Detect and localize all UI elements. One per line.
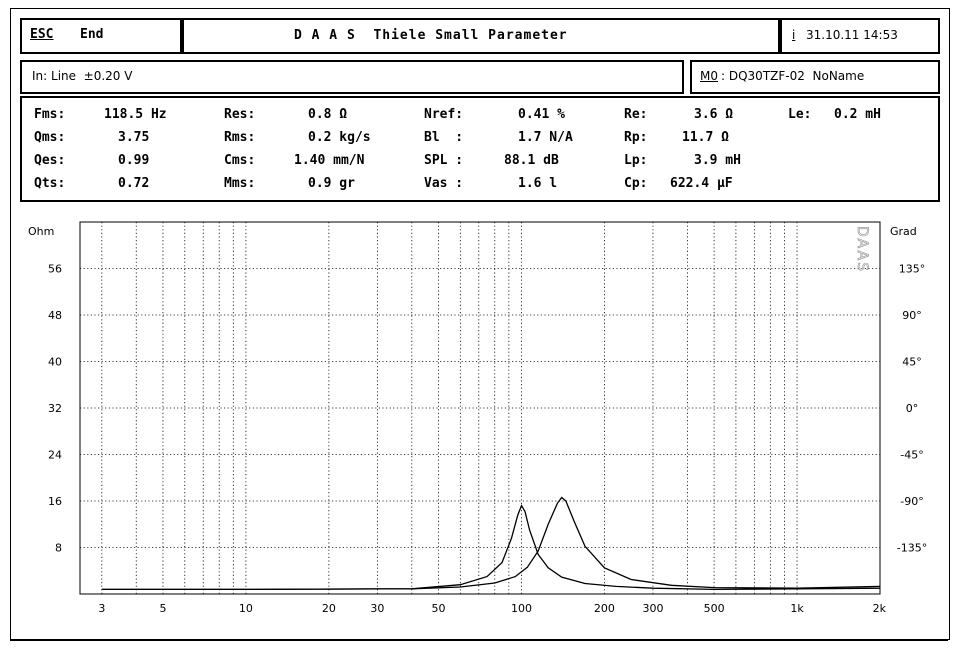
- model-name-text: : DQ30TZF-02 NoName: [721, 69, 865, 83]
- left-tick-label: 24: [48, 449, 62, 462]
- param-value: 11.7 Ω: [682, 130, 729, 145]
- param-value: 0.2 mH: [834, 107, 881, 122]
- right-tick-label: 0°: [906, 402, 919, 415]
- end-label: End: [80, 27, 104, 42]
- param-label: Fms:: [34, 107, 66, 122]
- x-tick-label: 10: [239, 602, 253, 615]
- param-label: Cp:: [624, 176, 648, 191]
- param-value: 3.6 Ω: [694, 107, 734, 122]
- input-bar: In: Line ±0.20 V: [20, 60, 684, 94]
- param-value: 0.41 %: [518, 107, 565, 122]
- x-tick-label: 200: [594, 602, 615, 615]
- param-label: SPL :: [424, 153, 464, 168]
- x-tick-label: 500: [704, 602, 725, 615]
- esc-end-button[interactable]: ESC End: [20, 18, 182, 54]
- right-tick-labels: 135° 90° 45° 0° -45° -90° -135°: [897, 263, 927, 555]
- model-bar[interactable]: M0 : DQ30TZF-02 NoName: [690, 60, 940, 94]
- param-label: Re:: [624, 107, 648, 122]
- left-tick-label: 32: [48, 402, 62, 415]
- left-tick-label: 56: [48, 263, 62, 276]
- param-label: Qes:: [34, 153, 66, 168]
- right-tick-label: -135°: [897, 542, 927, 555]
- datetime-text: 31.10.11 14:53: [806, 28, 898, 42]
- left-tick-label: 16: [48, 495, 62, 508]
- param-value: 1.7 N/A: [518, 130, 573, 145]
- series-group: [101, 496, 881, 591]
- right-tick-label: -45°: [900, 449, 923, 462]
- input-level-text: In: Line ±0.20 V: [32, 69, 133, 83]
- right-tick-label: -90°: [900, 495, 923, 508]
- left-tick-label: 48: [48, 309, 62, 322]
- param-label: Nref:: [424, 107, 464, 122]
- param-value: 0.8 Ω: [308, 107, 348, 122]
- param-value: 0.99: [118, 153, 150, 168]
- param-label: Le:: [788, 107, 812, 122]
- x-tick-label: 3: [98, 602, 105, 615]
- param-label: Res:: [224, 107, 256, 122]
- left-tick-label: 40: [48, 356, 62, 369]
- grid-lines: [80, 222, 880, 594]
- x-tick-label: 5: [159, 602, 166, 615]
- x-tick-label: 2k: [873, 602, 887, 615]
- param-value: 0.9 gr: [308, 176, 355, 191]
- param-label: Qts:: [34, 176, 66, 191]
- model-key: M0: [700, 69, 718, 83]
- param-label: Cms:: [224, 153, 256, 168]
- right-tick-label: 135°: [899, 263, 926, 276]
- param-label: Bl :: [424, 130, 464, 145]
- series-line-1: [101, 504, 881, 591]
- page-title: D A A S Thiele Small Parameter: [294, 28, 568, 43]
- parameters-panel: Fms: 118.5 Hz Qms: 3.75 Qes: 0.99 Qts: 0…: [20, 96, 940, 202]
- param-value: 88.1 dB: [504, 153, 559, 168]
- param-value: 1.40 mm/N: [294, 153, 365, 168]
- right-tick-label: 90°: [902, 309, 922, 322]
- bottom-divider: [10, 640, 948, 641]
- x-tick-label: 20: [322, 602, 336, 615]
- series-line-2: [101, 496, 881, 591]
- param-label: Qms:: [34, 130, 66, 145]
- x-tick-label: 300: [642, 602, 663, 615]
- right-axis-title: Grad: [890, 225, 917, 238]
- param-label: Lp:: [624, 153, 648, 168]
- param-label: Mms:: [224, 176, 256, 191]
- x-tick-label: 1k: [790, 602, 804, 615]
- param-value: 118.5 Hz: [104, 107, 167, 122]
- left-axis-title: Ohm: [28, 225, 54, 238]
- info-key: i: [792, 28, 796, 42]
- param-value: 0.2 kg/s: [308, 130, 371, 145]
- param-value: 0.72: [118, 176, 150, 191]
- x-tick-labels: 3 5 10 20 30 50 100 200 300 500 1k 2k: [98, 602, 886, 615]
- x-tick-label: 30: [370, 602, 384, 615]
- param-label: Vas :: [424, 176, 464, 191]
- param-value: 622.4 µF: [670, 176, 733, 191]
- info-datetime-button[interactable]: i 31.10.11 14:53: [780, 18, 940, 54]
- param-label: Rp:: [624, 130, 648, 145]
- left-tick-label: 8: [55, 542, 62, 555]
- watermark: DAAS: [854, 226, 870, 273]
- esc-label: ESC: [30, 27, 54, 42]
- right-tick-label: 45°: [902, 356, 922, 369]
- param-value: 3.9 mH: [694, 153, 741, 168]
- param-value: 1.6 l: [518, 176, 558, 191]
- x-tick-label: 100: [511, 602, 532, 615]
- x-tick-label: 50: [432, 602, 446, 615]
- param-label: Rms:: [224, 130, 256, 145]
- param-value: 3.75: [118, 130, 150, 145]
- title-bar: D A A S Thiele Small Parameter: [182, 18, 780, 54]
- left-tick-labels: 56 48 40 32 24 16 8: [48, 263, 62, 555]
